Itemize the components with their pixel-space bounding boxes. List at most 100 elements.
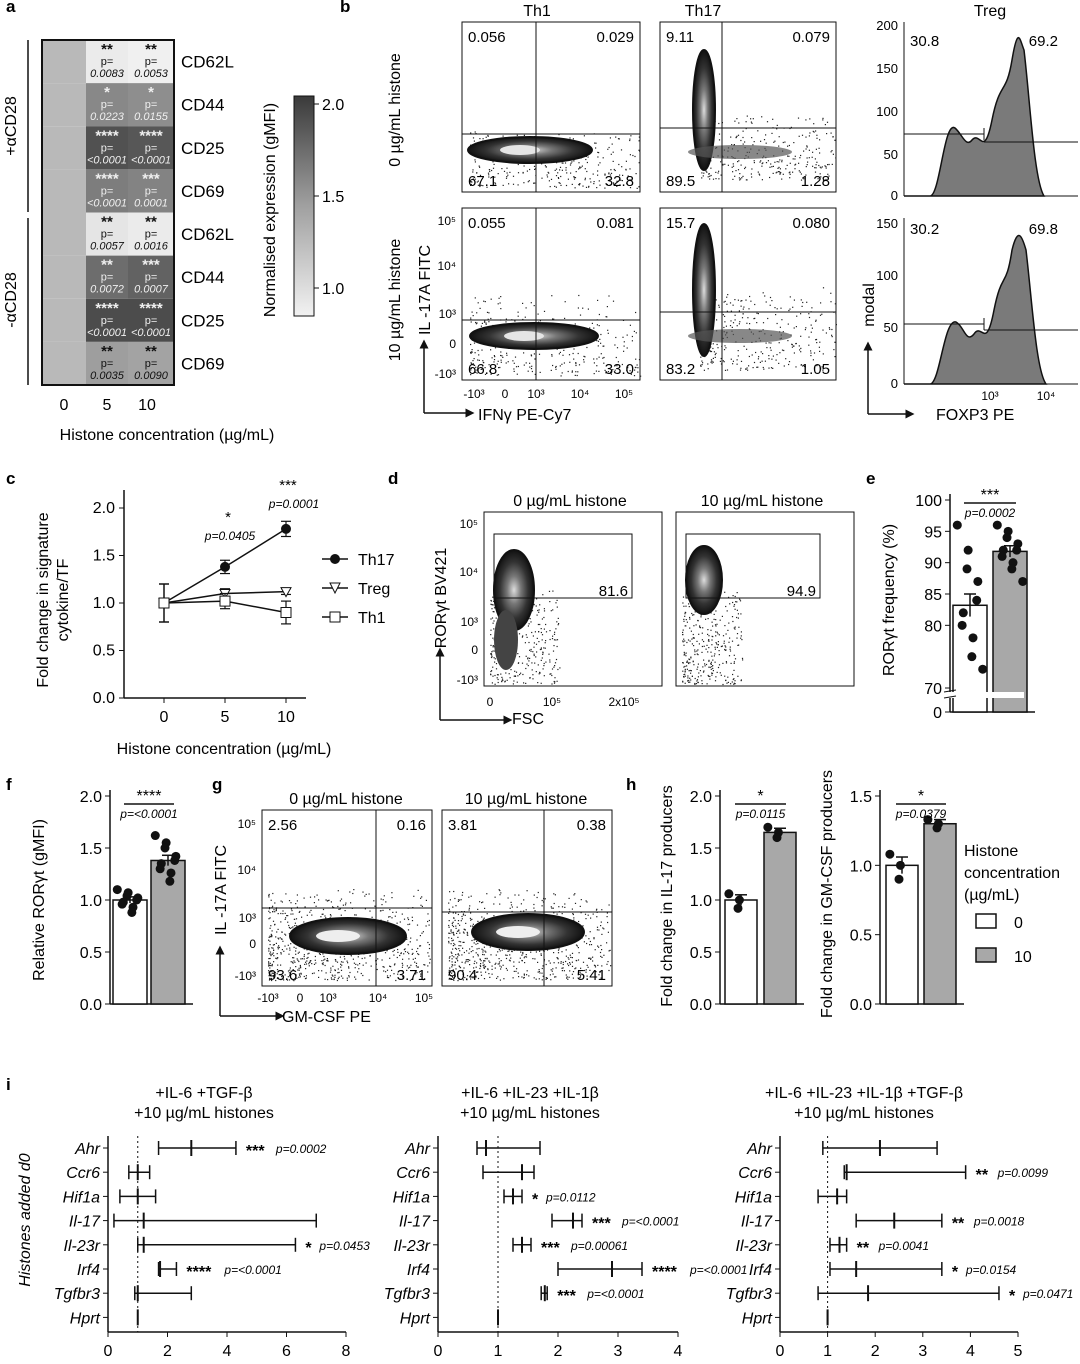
heat-cell-p: <0.0001	[87, 327, 127, 339]
heat-x-axis-title: Histone concentration (µg/mL)	[60, 427, 275, 444]
i-xtick: 1	[494, 1343, 503, 1360]
bar-ytick: 2.0	[80, 789, 102, 806]
i-stars: *	[532, 1191, 539, 1208]
treg-xtick-1e3: 10³	[981, 389, 998, 403]
th1-xtick-1e4: 10⁴	[571, 387, 590, 401]
th1-ytick-1e5: 10⁵	[438, 214, 456, 228]
c-ytick: 1.5	[93, 548, 115, 565]
bar-ytick: 0.5	[850, 928, 872, 945]
d-ytick-1e3: 10³	[461, 615, 478, 629]
i-xtick: 6	[282, 1343, 291, 1360]
panel-d-flow: 0 µg/mL histone 10 µg/mL histone 81.6 94…	[433, 493, 855, 728]
i-gene-label: Irf4	[749, 1262, 772, 1279]
bar-ytick: 1.0	[690, 893, 712, 910]
i-gene-label: Il-23r	[736, 1238, 773, 1255]
i-stars: ***	[246, 1143, 265, 1160]
bar-point	[724, 889, 734, 899]
panel-letter-c: c	[6, 469, 15, 488]
bar-ytick: 0.5	[690, 945, 712, 962]
c-annot-stars-10: ***	[279, 477, 297, 494]
bar-point	[733, 903, 743, 913]
i-gene-label: Il-17	[399, 1214, 431, 1231]
heat-cell-stars: *	[148, 84, 154, 101]
i-stars: **	[976, 1167, 989, 1184]
plot-th17-top: 9.11 0.079 89.5 1.28	[659, 21, 837, 193]
i-stars: *	[952, 1264, 959, 1281]
bar-ytick: 1.0	[850, 858, 872, 875]
panel-letter-h: h	[626, 775, 636, 794]
bar-point	[734, 895, 744, 905]
th1-xtick-neg: -10³	[463, 387, 484, 401]
heat-cell	[86, 126, 128, 170]
g10-q-lr: 5.41	[577, 967, 606, 984]
i-title-line2: +10 µg/mL histones	[134, 1105, 274, 1122]
g-xtick-1e4: 10⁴	[369, 991, 388, 1005]
i-xtick: 5	[1014, 1343, 1023, 1360]
heat-cell-p: <0.0001	[131, 327, 171, 339]
heat-row-marker: CD44	[181, 96, 224, 115]
heat-cell	[128, 126, 174, 170]
panel-letter-d: d	[388, 469, 398, 488]
g-ytick-1e5: 10⁵	[238, 817, 256, 831]
heat-cell-p-prefix: p=	[145, 229, 158, 241]
bar-point	[968, 633, 978, 643]
heat-cell	[128, 40, 174, 84]
i-p-value: p=0.0041	[878, 1239, 929, 1253]
heat-cell	[42, 126, 86, 170]
bar-0	[724, 899, 758, 1005]
bar-point	[155, 864, 165, 874]
panel-letter-e: e	[866, 469, 875, 488]
panel-f-bar-chart: 2.0 1.5 1.0 0.5 0.0 **** p=<0.0001 Relative ROR…	[31, 788, 193, 1014]
bar-point	[963, 545, 973, 555]
i-title-line2: +10 µg/mL histones	[794, 1105, 934, 1122]
c-xtick: 5	[221, 709, 230, 726]
bar-point	[957, 620, 967, 630]
i-gene-label: Il-17	[69, 1214, 101, 1231]
th1-bot-q-ur: 0.081	[596, 215, 634, 232]
th17-bot-q-ul: 15.7	[666, 215, 695, 232]
heat-cell-stars: **	[101, 257, 113, 274]
d-title-10: 10 µg/mL histone	[701, 493, 824, 510]
g10-q-ll: 90.4	[448, 967, 477, 984]
i-stars: ***	[592, 1216, 611, 1233]
i-xtick: 0	[434, 1343, 443, 1360]
panel-h-il17-bar-chart: 2.0 1.5 1.0 0.5 0.0 * p=0.0115 Fold change in I…	[659, 785, 804, 1014]
heat-cell-stars: **	[145, 214, 157, 231]
th17-bot-q-ur: 0.080	[792, 215, 830, 232]
i-p-value: p=<0.0001	[689, 1263, 747, 1277]
plot-th17-bottom: 15.7 0.080 83.2 1.05	[659, 207, 837, 381]
i-gene-label: Ahr	[746, 1141, 773, 1158]
group-label-minus-cd28: -αCD28	[3, 272, 20, 328]
legend-marker-treg	[329, 582, 341, 595]
heat-cell-p-prefix: p=	[145, 142, 158, 154]
g0-q-ul: 2.56	[268, 817, 297, 834]
bar-ytick: 0.0	[80, 997, 102, 1014]
bar-point	[127, 907, 137, 917]
c-y-axis-title-1: Fold change in signature	[35, 512, 52, 687]
i-p-value: p=0.00061	[570, 1239, 628, 1253]
b-x-axis-title: IFNγ PE-Cy7	[478, 407, 571, 424]
i-stars: ***	[557, 1288, 576, 1305]
i-xtick: 1	[823, 1343, 832, 1360]
i-gene-label: Il-17	[741, 1214, 773, 1231]
plot-th1-top: 0.056 0.029 67.1 32.8	[461, 21, 641, 193]
i-gene-label: Hprt	[70, 1310, 101, 1327]
heat-cell-p: <0.0001	[131, 154, 171, 166]
heat-cell-stars: ****	[95, 170, 119, 187]
g0-q-ur: 0.16	[397, 817, 426, 834]
bar-ytick: 100	[915, 493, 942, 510]
th1-bot-q-ul: 0.055	[468, 215, 506, 232]
heat-cell-p: <0.0001	[87, 154, 127, 166]
heat-cell	[128, 255, 174, 299]
treg-top-ytick-0: 0	[891, 188, 898, 203]
treg-bot-left-pct: 30.2	[910, 221, 939, 238]
sig-stars: ***	[981, 487, 1000, 504]
bar-ytick: 85	[924, 587, 942, 604]
treg-bot-right-pct: 69.8	[1029, 221, 1058, 238]
sig-p: p=0.0379	[895, 807, 947, 821]
heat-cell	[86, 341, 128, 385]
heat-cell	[86, 255, 128, 299]
g-ytick-1e3: 10³	[239, 911, 256, 925]
heat-cell	[42, 298, 86, 342]
i-p-value: p=0.0018	[973, 1215, 1025, 1229]
